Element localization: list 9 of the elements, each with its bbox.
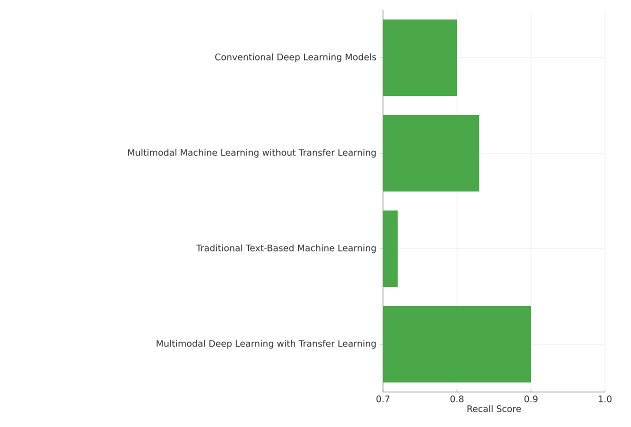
x-tick-label: 1.0 <box>598 396 612 402</box>
y-tick-label: Multimodal Machine Learning without Transfer Learning <box>128 148 376 158</box>
x-tick-label: 0.8 <box>450 396 464 402</box>
x-tick-label: 0.7 <box>376 396 390 402</box>
x-tick-label: 0.9 <box>524 396 538 402</box>
x-axis-title: Recall Score <box>468 405 521 412</box>
y-tick-label: Traditional Text-Based Machine Learning <box>196 244 376 254</box>
y-tick-label: Conventional Deep Learning Models <box>215 53 376 62</box>
y-tick-label: Multimodal Deep Learning with Transfer Learning <box>156 340 376 349</box>
